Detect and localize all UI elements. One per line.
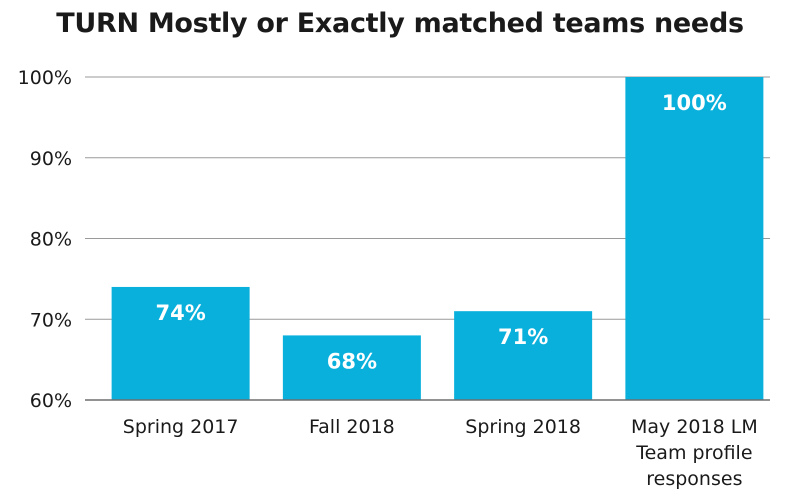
y-tick-label: 100% [18, 67, 72, 89]
bar [625, 77, 764, 400]
data-label: 74% [155, 301, 205, 325]
x-tick-label: Spring 2017 [123, 416, 239, 438]
data-label: 71% [498, 325, 548, 349]
data-label: 100% [662, 91, 727, 115]
y-tick-label: 80% [30, 229, 72, 251]
y-tick-label: 60% [30, 390, 72, 412]
bars [111, 77, 764, 400]
x-tick-label: Team profile [635, 442, 752, 464]
x-tick-label: responses [646, 468, 742, 490]
x-tick-label: May 2018 LM [631, 416, 758, 438]
y-tick-label: 70% [30, 309, 72, 331]
x-tick-label: Fall 2018 [309, 416, 395, 438]
y-tick-label: 90% [30, 148, 72, 170]
x-tick-label: Spring 2018 [465, 416, 581, 438]
labels: 60% 70% 80% 90% 100% 74% Spring 2017 68% Fall 20… [18, 67, 758, 490]
chart-title: TURN Mostly or Exactly matched teams nee… [56, 8, 744, 39]
bar [111, 286, 250, 400]
bar [454, 311, 593, 400]
bar [282, 335, 421, 400]
data-label: 68% [327, 349, 377, 373]
